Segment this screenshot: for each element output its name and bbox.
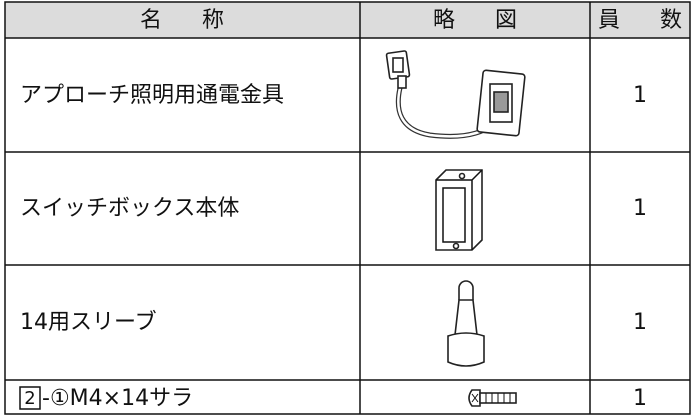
part-name: アプローチ照明用通電金具 [20,83,284,108]
switch-box-illustration [435,169,483,251]
part-count: 1 [633,83,647,108]
sleeve-illustration [447,280,485,367]
part-count: 1 [633,386,647,411]
header-cell: 略図 [433,8,557,33]
table-border [4,1,691,415]
number-box [19,386,41,410]
header-cell: 員数 [598,8,694,33]
part-name: スイッチボックス本体 [20,196,239,221]
part-name: -①M4×14サラ [42,386,193,411]
part-name-box: 2 [24,388,35,409]
part-name: 14用スリーブ [20,310,157,335]
part-count: 1 [633,196,647,221]
screw-illustration [468,389,517,407]
header-background [5,2,690,38]
fitting-illustration [385,50,526,139]
header-cell: 名称 [140,8,264,33]
part-count: 1 [633,310,647,335]
